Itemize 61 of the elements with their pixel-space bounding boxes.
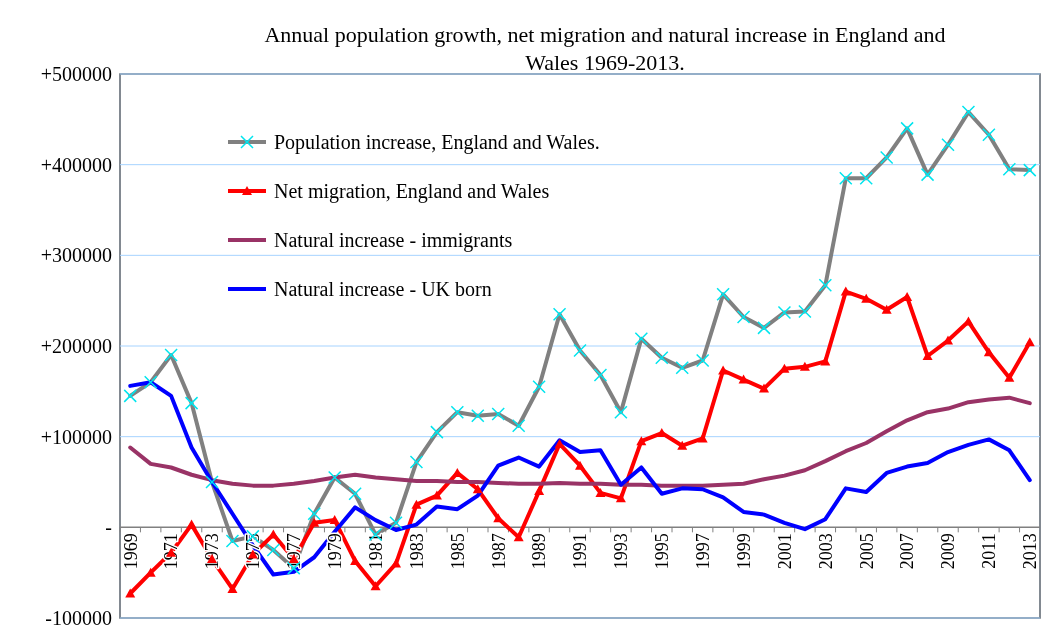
point bbox=[391, 558, 401, 568]
point bbox=[431, 490, 442, 500]
legend-label: Net migration, England and Wales bbox=[274, 180, 550, 203]
point bbox=[1004, 372, 1015, 382]
x-tick-label: 1997 bbox=[692, 533, 713, 570]
point bbox=[595, 487, 606, 497]
x-tick-label: 1979 bbox=[324, 533, 345, 570]
x-tick-label: 2003 bbox=[815, 533, 836, 570]
x-tick-label: 2001 bbox=[774, 533, 795, 570]
legend-label: Natural increase - immigrants bbox=[274, 229, 513, 252]
point bbox=[350, 555, 361, 565]
y-tick-label: +500000 bbox=[40, 63, 112, 85]
point bbox=[840, 286, 851, 296]
x-tick-label: 1973 bbox=[202, 533, 223, 570]
x-tick-label: 2009 bbox=[938, 533, 959, 570]
y-tick-label: -100000 bbox=[45, 607, 112, 629]
y-tick-label: +300000 bbox=[40, 244, 112, 267]
x-tick-label: 1969 bbox=[120, 533, 141, 570]
x-tick-label: 2007 bbox=[897, 533, 918, 570]
point bbox=[881, 304, 892, 314]
point bbox=[411, 499, 422, 509]
x-tick-label: 1987 bbox=[488, 533, 509, 570]
point bbox=[513, 532, 524, 542]
legend-label: Population increase, England and Wales. bbox=[274, 131, 600, 154]
x-tick-label: 1999 bbox=[733, 533, 754, 570]
point bbox=[820, 356, 831, 366]
point bbox=[738, 374, 749, 384]
point bbox=[636, 436, 647, 446]
x-tick-label: 1983 bbox=[406, 533, 427, 570]
point bbox=[329, 515, 340, 525]
point bbox=[370, 581, 381, 591]
point bbox=[268, 529, 279, 539]
y-tick-label: +400000 bbox=[40, 153, 112, 176]
x-tick-label: 1981 bbox=[365, 533, 386, 570]
point bbox=[1024, 337, 1035, 347]
x-tick-label: 2005 bbox=[856, 533, 877, 570]
point bbox=[534, 486, 545, 496]
point bbox=[309, 517, 320, 527]
x-tick-label: 2013 bbox=[1020, 533, 1041, 570]
point bbox=[799, 361, 810, 371]
y-tick-label: +100000 bbox=[40, 425, 112, 448]
x-tick-label: 1993 bbox=[611, 533, 632, 570]
point bbox=[472, 484, 483, 494]
y-tick-label: - bbox=[105, 516, 112, 539]
point bbox=[575, 460, 585, 470]
point bbox=[615, 493, 626, 503]
x-tick-label: 1991 bbox=[570, 533, 591, 570]
point bbox=[677, 440, 688, 450]
x-tick-label: 2011 bbox=[979, 533, 1000, 569]
point bbox=[554, 438, 565, 448]
point bbox=[983, 347, 994, 357]
x-tick-label: 1985 bbox=[447, 533, 468, 570]
legend-label: Natural increase - UK born bbox=[274, 278, 492, 300]
chart-title: Annual population growth, net migration and natural increase in England and Wales 1969-2013. bbox=[264, 22, 946, 75]
y-tick-label: +200000 bbox=[40, 335, 112, 357]
point bbox=[125, 588, 136, 598]
point bbox=[227, 583, 238, 593]
x-tick-label: 1995 bbox=[652, 533, 673, 570]
point bbox=[186, 519, 197, 529]
x-tick-label: 1989 bbox=[529, 533, 550, 570]
point bbox=[759, 383, 769, 393]
